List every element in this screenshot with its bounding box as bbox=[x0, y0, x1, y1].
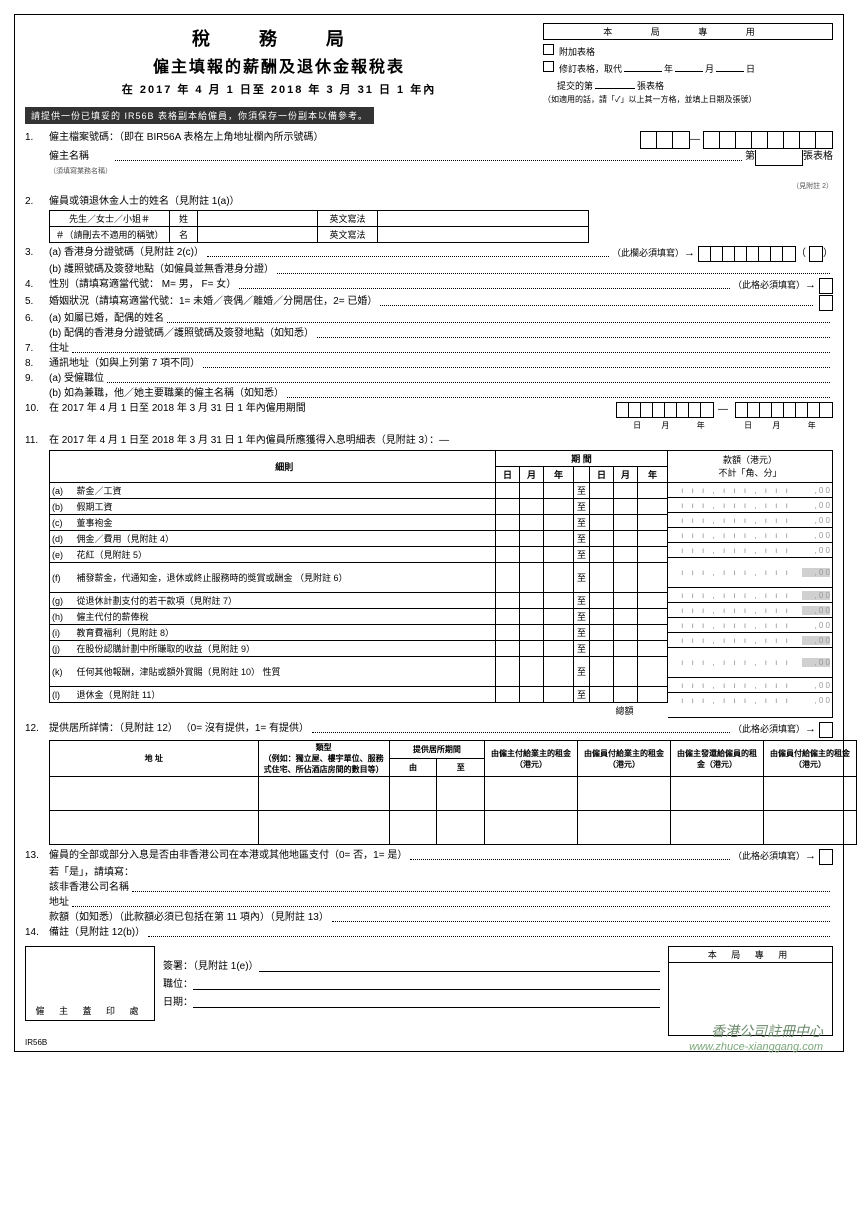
submit-no[interactable] bbox=[595, 77, 635, 89]
q1: 1. 僱主檔案號碼：（即在 BIR56A 表格左上角地址欄內所示號碼） — bbox=[25, 131, 833, 149]
watermark-1: 香港公司註冊中心 bbox=[711, 1021, 823, 1041]
sig-position[interactable] bbox=[193, 978, 660, 990]
revise-day[interactable] bbox=[716, 60, 744, 72]
spouse-name[interactable] bbox=[167, 312, 830, 323]
marital-box[interactable] bbox=[819, 295, 833, 311]
income-section: 細則期 間 日月年日月年 (a)薪金／工資至(b)假期工資至(c)董事袍金至(d… bbox=[49, 450, 833, 718]
sex-box[interactable] bbox=[819, 278, 833, 294]
remarks[interactable] bbox=[148, 926, 830, 937]
header-note: （如適用的話，請「✓」以上其一方格，並填上日期及張號） bbox=[543, 94, 833, 105]
hkid-1[interactable] bbox=[698, 246, 796, 262]
address[interactable] bbox=[72, 342, 830, 353]
checkbox-revise[interactable] bbox=[543, 61, 554, 72]
dept-name: 稅 務 局 bbox=[25, 25, 533, 51]
corr-address[interactable] bbox=[203, 357, 830, 368]
nonhk-amt[interactable] bbox=[332, 911, 830, 922]
nonhk-addr[interactable] bbox=[72, 896, 830, 907]
given-cn[interactable] bbox=[198, 227, 318, 243]
revise-year[interactable] bbox=[624, 60, 662, 72]
watermark-2: www.zhuce-xianggang.com bbox=[689, 1041, 823, 1053]
residence-table: 地 址類型 （例如：獨立屋、樓宇單位、服務式住宅、所佔酒店房間的數目等）提供居所… bbox=[49, 740, 857, 845]
notice-bar: 請提供一份已填妥的 IR56B 表格副本給僱員，你須保存一份副本以備參考。 bbox=[25, 107, 374, 124]
q13-box[interactable] bbox=[819, 849, 833, 865]
surname-cn[interactable] bbox=[198, 211, 318, 227]
q12-box[interactable] bbox=[819, 722, 833, 738]
stamp-box[interactable]: 僱 主 蓋 印 處 bbox=[25, 946, 155, 1021]
form-page: 稅 務 局 僱主填報的薪酬及退休金報稅表 在 2017 年 4 月 1 日至 2… bbox=[14, 14, 844, 1052]
nonhk-name[interactable] bbox=[132, 881, 830, 892]
signature[interactable] bbox=[259, 960, 660, 972]
name-table: 先生／女士／小姐＃姓英文寫法 ＃（請刪去不適用的稱號）名英文寫法 bbox=[49, 210, 589, 243]
revise-month[interactable] bbox=[675, 60, 703, 72]
form-title: 僱主填報的薪酬及退休金報稅表 bbox=[25, 53, 533, 77]
sig-date[interactable] bbox=[193, 996, 660, 1008]
income-table: 細則期 間 日月年日月年 (a)薪金／工資至(b)假期工資至(c)董事袍金至(d… bbox=[49, 450, 668, 718]
form-period: 在 2017 年 4 月 1 日至 2018 年 3 月 31 日 1 年內 bbox=[25, 81, 533, 97]
sheet-no[interactable] bbox=[755, 150, 803, 166]
position[interactable] bbox=[107, 372, 830, 383]
pt-employer[interactable] bbox=[287, 387, 830, 398]
checkbox-attach[interactable] bbox=[543, 44, 554, 55]
emp-to[interactable] bbox=[735, 402, 833, 418]
employer-file-1[interactable] bbox=[640, 131, 690, 149]
passport[interactable] bbox=[277, 263, 830, 274]
office-use-box: 本 局 專 用 bbox=[543, 23, 833, 40]
emp-from[interactable] bbox=[616, 402, 714, 418]
given-en[interactable] bbox=[378, 227, 589, 243]
employer-name[interactable] bbox=[115, 150, 742, 161]
header: 稅 務 局 僱主填報的薪酬及退休金報稅表 在 2017 年 4 月 1 日至 2… bbox=[25, 23, 833, 105]
spouse-id[interactable] bbox=[317, 327, 830, 338]
employer-file-2[interactable] bbox=[703, 131, 833, 149]
surname-en[interactable] bbox=[378, 211, 589, 227]
